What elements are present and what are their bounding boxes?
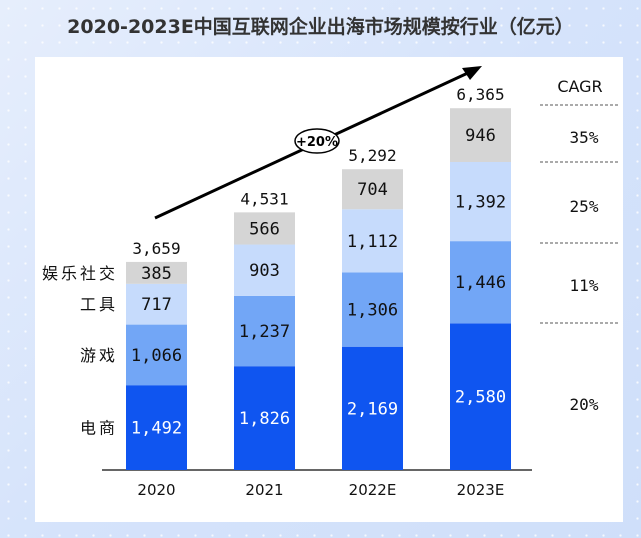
data-label: 704 (357, 180, 388, 200)
legend-label: 电商 (80, 419, 118, 438)
x-tick-label: 2020 (137, 481, 175, 499)
bar-segment (234, 295, 295, 367)
data-label: 903 (249, 261, 280, 281)
bar-segment (450, 108, 511, 163)
x-tick-label: 2023E (457, 481, 505, 499)
data-label: 1,237 (239, 322, 290, 342)
data-label: 1,826 (239, 409, 290, 429)
bar-segment (342, 272, 403, 347)
cagr-value: 11% (570, 276, 599, 295)
data-label: 1,446 (455, 273, 506, 293)
data-label: 385 (141, 264, 172, 284)
growth-badge (294, 128, 340, 154)
bar-segment (126, 324, 187, 386)
cagr-value: 20% (570, 395, 599, 414)
bar-segment (450, 241, 511, 324)
data-label: 1,066 (131, 346, 182, 366)
growth-label: +20% (296, 135, 338, 150)
data-label: 566 (249, 219, 280, 239)
bar-segment (234, 212, 295, 245)
total-label: 5,292 (348, 146, 396, 165)
data-label: 946 (465, 126, 496, 146)
x-tick-label: 2021 (245, 481, 283, 499)
bar-segment (234, 244, 295, 296)
data-label: 1,112 (347, 232, 398, 252)
bar-segment (342, 169, 403, 210)
bar-segment (342, 346, 403, 470)
legend-label: 游戏 (80, 346, 118, 365)
data-label: 1,306 (347, 301, 398, 321)
chart-title: 2020-2023E中国互联网企业出海市场规模按行业（亿元） (67, 16, 574, 38)
bar-segment (126, 283, 187, 325)
bar-segment (234, 366, 295, 470)
data-label: 2,580 (455, 388, 506, 408)
total-label: 4,531 (240, 189, 288, 208)
data-label: 2,169 (347, 399, 398, 419)
bar-segment (126, 261, 187, 284)
data-label: 717 (141, 295, 172, 315)
total-label: 3,659 (132, 239, 180, 258)
arrow-head-icon (462, 66, 482, 80)
legend-label: 娱乐社交 (42, 264, 118, 283)
bar-segment (342, 209, 403, 273)
total-label: 6,365 (456, 85, 504, 104)
cagr-value: 25% (570, 197, 599, 216)
cagr-value: 35% (570, 128, 599, 147)
data-label: 1,392 (455, 193, 506, 213)
bar-segment (126, 385, 187, 470)
bar-segment (450, 162, 511, 242)
bar-segment (450, 323, 511, 470)
cagr-header: CAGR (557, 77, 602, 96)
data-label: 1,492 (131, 419, 182, 439)
x-tick-label: 2022E (349, 481, 397, 499)
legend-label: 工具 (80, 295, 118, 314)
